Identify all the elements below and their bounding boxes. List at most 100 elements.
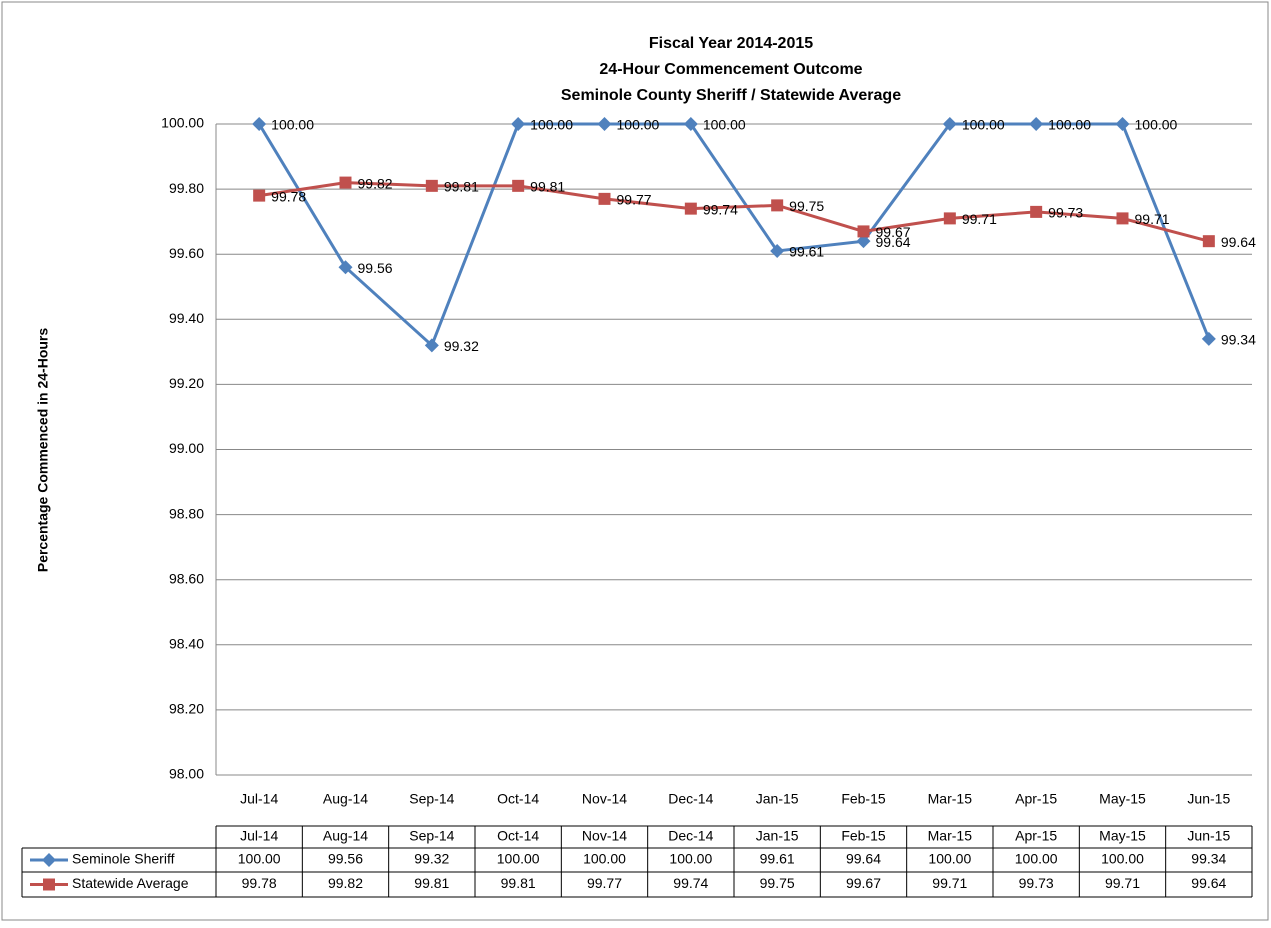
data-label: 99.74	[703, 201, 738, 217]
y-tick-label: 98.00	[169, 766, 204, 782]
table-cell: 99.71	[932, 875, 967, 891]
point	[424, 338, 439, 353]
table-header: Dec-14	[668, 828, 713, 844]
table-cell: 100.00	[928, 851, 971, 867]
point	[771, 199, 784, 212]
data-label: 99.81	[530, 179, 565, 195]
table-cell: 99.64	[846, 851, 881, 867]
table-cell: 99.64	[1191, 875, 1226, 891]
point	[1029, 117, 1044, 131]
data-label: 99.34	[1221, 332, 1256, 348]
table-cell: 99.61	[760, 851, 795, 867]
x-tick-label: Apr-15	[1015, 791, 1057, 807]
x-tick-label: Dec-14	[668, 791, 713, 807]
point	[338, 260, 353, 275]
table-cell: 99.78	[242, 875, 277, 891]
data-label: 100.00	[1048, 117, 1091, 133]
point	[942, 117, 957, 131]
data-label: 99.56	[358, 260, 393, 276]
table-cell: 99.74	[673, 875, 708, 891]
data-label: 100.00	[530, 117, 573, 133]
table-cell: 99.81	[414, 875, 449, 891]
data-label: 99.71	[962, 211, 997, 227]
table-cell: 99.34	[1191, 851, 1226, 867]
chart-title: Seminole County Sheriff / Statewide Aver…	[561, 87, 901, 104]
table-cell: 100.00	[238, 851, 281, 867]
table-cell: 100.00	[1015, 851, 1058, 867]
table-cell: 100.00	[497, 851, 540, 867]
point	[1202, 235, 1215, 248]
point	[857, 225, 870, 238]
table-header: Jan-15	[756, 828, 799, 844]
x-tick-label: Feb-15	[841, 791, 886, 807]
table-header: Jun-15	[1187, 828, 1230, 844]
x-tick-label: Aug-14	[323, 791, 368, 807]
point	[1201, 331, 1216, 346]
data-label: 99.64	[876, 234, 911, 250]
table-cell: 99.56	[328, 851, 363, 867]
table-header: Mar-15	[928, 828, 973, 844]
data-label: 99.67	[876, 224, 911, 240]
data-label: 99.71	[1135, 211, 1170, 227]
x-tick-label: Jun-15	[1187, 791, 1230, 807]
x-tick-label: Oct-14	[497, 791, 539, 807]
point	[511, 117, 526, 131]
data-label: 100.00	[271, 117, 314, 133]
point	[1116, 212, 1129, 225]
x-tick-label: Sep-14	[409, 791, 454, 807]
legend-label: Statewide Average	[72, 875, 189, 891]
y-tick-label: 99.80	[169, 180, 204, 196]
series-line	[258, 181, 1210, 243]
x-tick-label: Nov-14	[582, 791, 627, 807]
table-header: Oct-14	[497, 828, 539, 844]
point	[598, 192, 611, 205]
y-tick-label: 98.40	[169, 636, 204, 652]
y-axis-label: Percentage Commenced in 24-Hours	[35, 328, 51, 573]
x-tick-label: Jan-15	[756, 791, 799, 807]
x-tick-label: Jul-14	[240, 791, 278, 807]
table-cell: 99.73	[1019, 875, 1054, 891]
y-tick-label: 99.00	[169, 440, 204, 456]
point	[770, 243, 785, 258]
point	[425, 179, 438, 192]
table-header: Jul-14	[240, 828, 278, 844]
point	[1030, 205, 1043, 218]
data-label: 100.00	[1135, 117, 1178, 133]
table-header: Feb-15	[841, 828, 886, 844]
point	[339, 176, 352, 189]
table-cell: 100.00	[1101, 851, 1144, 867]
point	[1115, 117, 1130, 131]
point	[252, 117, 267, 131]
legend-label: Seminole Sheriff	[72, 851, 175, 867]
x-tick-label: Mar-15	[928, 791, 973, 807]
y-tick-label: 99.60	[169, 245, 204, 261]
chart-title: Fiscal Year 2014-2015	[649, 35, 813, 52]
data-label: 100.00	[617, 117, 660, 133]
table-cell: 99.32	[414, 851, 449, 867]
table-header: Apr-15	[1015, 828, 1057, 844]
y-tick-label: 99.20	[169, 375, 204, 391]
y-tick-label: 100.00	[161, 115, 204, 131]
series-line	[257, 122, 1211, 348]
data-label: 99.82	[358, 175, 393, 191]
point	[253, 189, 266, 202]
y-tick-label: 98.20	[169, 701, 204, 717]
point	[512, 179, 525, 192]
table-cell: 99.75	[760, 875, 795, 891]
table-header: May-15	[1099, 828, 1146, 844]
point	[597, 117, 612, 131]
point	[683, 117, 698, 131]
data-label: 99.32	[444, 338, 479, 354]
point	[943, 212, 956, 225]
data-label: 99.78	[271, 188, 306, 204]
table-cell: 100.00	[669, 851, 712, 867]
table-header: Nov-14	[582, 828, 627, 844]
data-label: 99.73	[1048, 205, 1083, 221]
chart-title: 24-Hour Commencement Outcome	[599, 61, 862, 78]
data-label: 99.75	[789, 198, 824, 214]
table-cell: 100.00	[583, 851, 626, 867]
point	[684, 202, 697, 215]
table-cell: 99.81	[501, 875, 536, 891]
point	[856, 234, 871, 249]
